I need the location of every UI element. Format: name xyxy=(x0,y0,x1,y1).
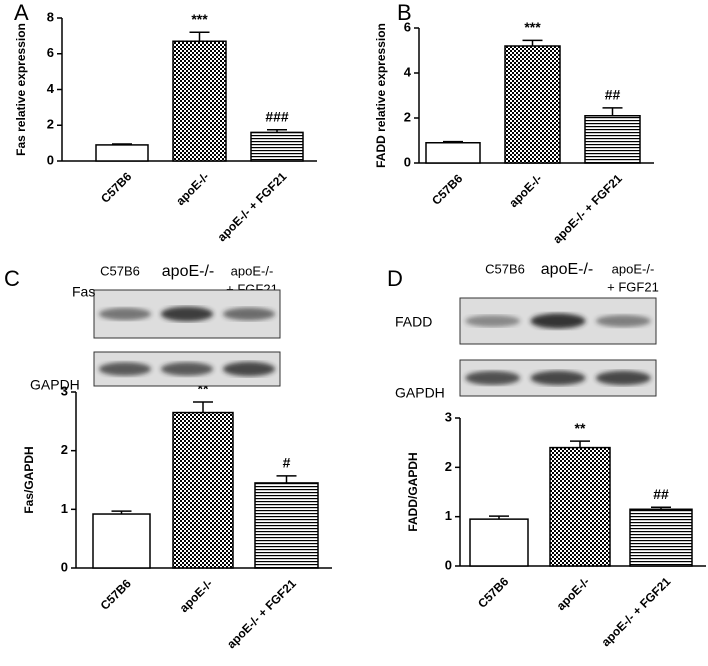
x-tick-label: apoE-/- + FGF21 xyxy=(599,574,674,649)
x-tick-label: C57B6 xyxy=(98,576,135,613)
blot-band xyxy=(160,306,214,322)
y-axis-label: Fas/GAPDH xyxy=(22,446,36,513)
y-tick-label: 1 xyxy=(61,501,68,516)
blot-band xyxy=(465,371,521,385)
row-label: Fas xyxy=(72,284,95,300)
y-axis-label: FADD relative expression xyxy=(374,23,388,168)
lane-label: apoE-/- xyxy=(231,263,274,278)
y-tick-label: 3 xyxy=(61,383,68,398)
bar xyxy=(549,446,611,567)
bar xyxy=(172,40,227,162)
panel-label: B xyxy=(397,0,412,25)
x-tick-label: apoE-/- xyxy=(506,171,545,210)
blot-band xyxy=(98,307,152,321)
y-tick-label: 2 xyxy=(445,459,452,474)
x-tick-label: apoE-/- + FGF21 xyxy=(224,576,299,651)
lane-label: apoE-/- xyxy=(612,261,655,276)
significance-label: *** xyxy=(524,19,541,35)
y-tick-label: 2 xyxy=(47,117,54,132)
y-tick-label: 0 xyxy=(445,557,452,572)
y-tick-label: 4 xyxy=(47,81,55,96)
bar xyxy=(95,144,149,162)
significance-label: ## xyxy=(605,87,621,103)
x-tick-label: apoE-/- xyxy=(554,574,593,613)
x-tick-label: C57B6 xyxy=(475,574,512,611)
y-tick-label: 8 xyxy=(47,9,54,24)
significance-label: # xyxy=(283,455,291,471)
bar xyxy=(254,482,319,569)
lane-label: C57B6 xyxy=(485,261,525,276)
blot-band xyxy=(160,362,214,376)
blot-band xyxy=(222,307,276,321)
x-tick-label: apoE-/- xyxy=(177,576,216,615)
y-tick-label: 4 xyxy=(404,64,412,79)
bar xyxy=(629,508,693,567)
y-axis-label: Fas relative expression xyxy=(14,23,28,156)
x-tick-label: apoE-/- + FGF21 xyxy=(215,169,290,244)
row-label: GAPDH xyxy=(395,385,445,401)
bar xyxy=(504,45,561,164)
panel-label: D xyxy=(387,266,403,291)
bar xyxy=(425,142,481,164)
y-tick-label: 1 xyxy=(445,508,452,523)
significance-label: *** xyxy=(191,11,208,27)
significance-label: ## xyxy=(653,486,669,502)
x-tick-label: C57B6 xyxy=(98,169,135,206)
lane-label: + FGF21 xyxy=(607,279,659,294)
lane-label: apoE-/- xyxy=(162,263,214,280)
lane-label: C57B6 xyxy=(100,263,140,278)
significance-label: ** xyxy=(575,420,586,436)
x-tick-label: apoE-/- + FGF21 xyxy=(550,171,625,246)
blot-band xyxy=(222,361,276,377)
bar xyxy=(92,513,151,569)
y-tick-label: 6 xyxy=(404,19,411,34)
bar xyxy=(469,518,529,567)
y-tick-label: 0 xyxy=(47,152,54,167)
blot-band xyxy=(530,313,586,329)
bar xyxy=(250,131,304,162)
row-label: FADD xyxy=(395,314,432,330)
y-tick-label: 6 xyxy=(47,45,54,60)
significance-label: ### xyxy=(265,108,289,124)
y-tick-label: 3 xyxy=(445,409,452,424)
blot-band xyxy=(465,315,521,327)
blot-band xyxy=(595,370,651,386)
row-label: GAPDH xyxy=(30,377,80,393)
y-axis-label: FADD/GAPDH xyxy=(406,452,420,531)
y-tick-label: 0 xyxy=(404,154,411,169)
panel-label: C xyxy=(4,266,20,291)
bar xyxy=(172,411,234,569)
y-tick-label: 0 xyxy=(61,559,68,574)
blot-band xyxy=(530,370,586,386)
panel-label: A xyxy=(14,0,29,25)
significance-label: ** xyxy=(198,381,209,397)
y-tick-label: 2 xyxy=(404,109,411,124)
blot-band xyxy=(98,362,152,376)
lane-label: apoE-/- xyxy=(541,261,593,278)
x-tick-label: apoE-/- xyxy=(173,169,212,208)
y-tick-label: 2 xyxy=(61,442,68,457)
x-tick-label: C57B6 xyxy=(429,171,466,208)
blot-band xyxy=(595,315,651,327)
bar xyxy=(584,115,641,164)
